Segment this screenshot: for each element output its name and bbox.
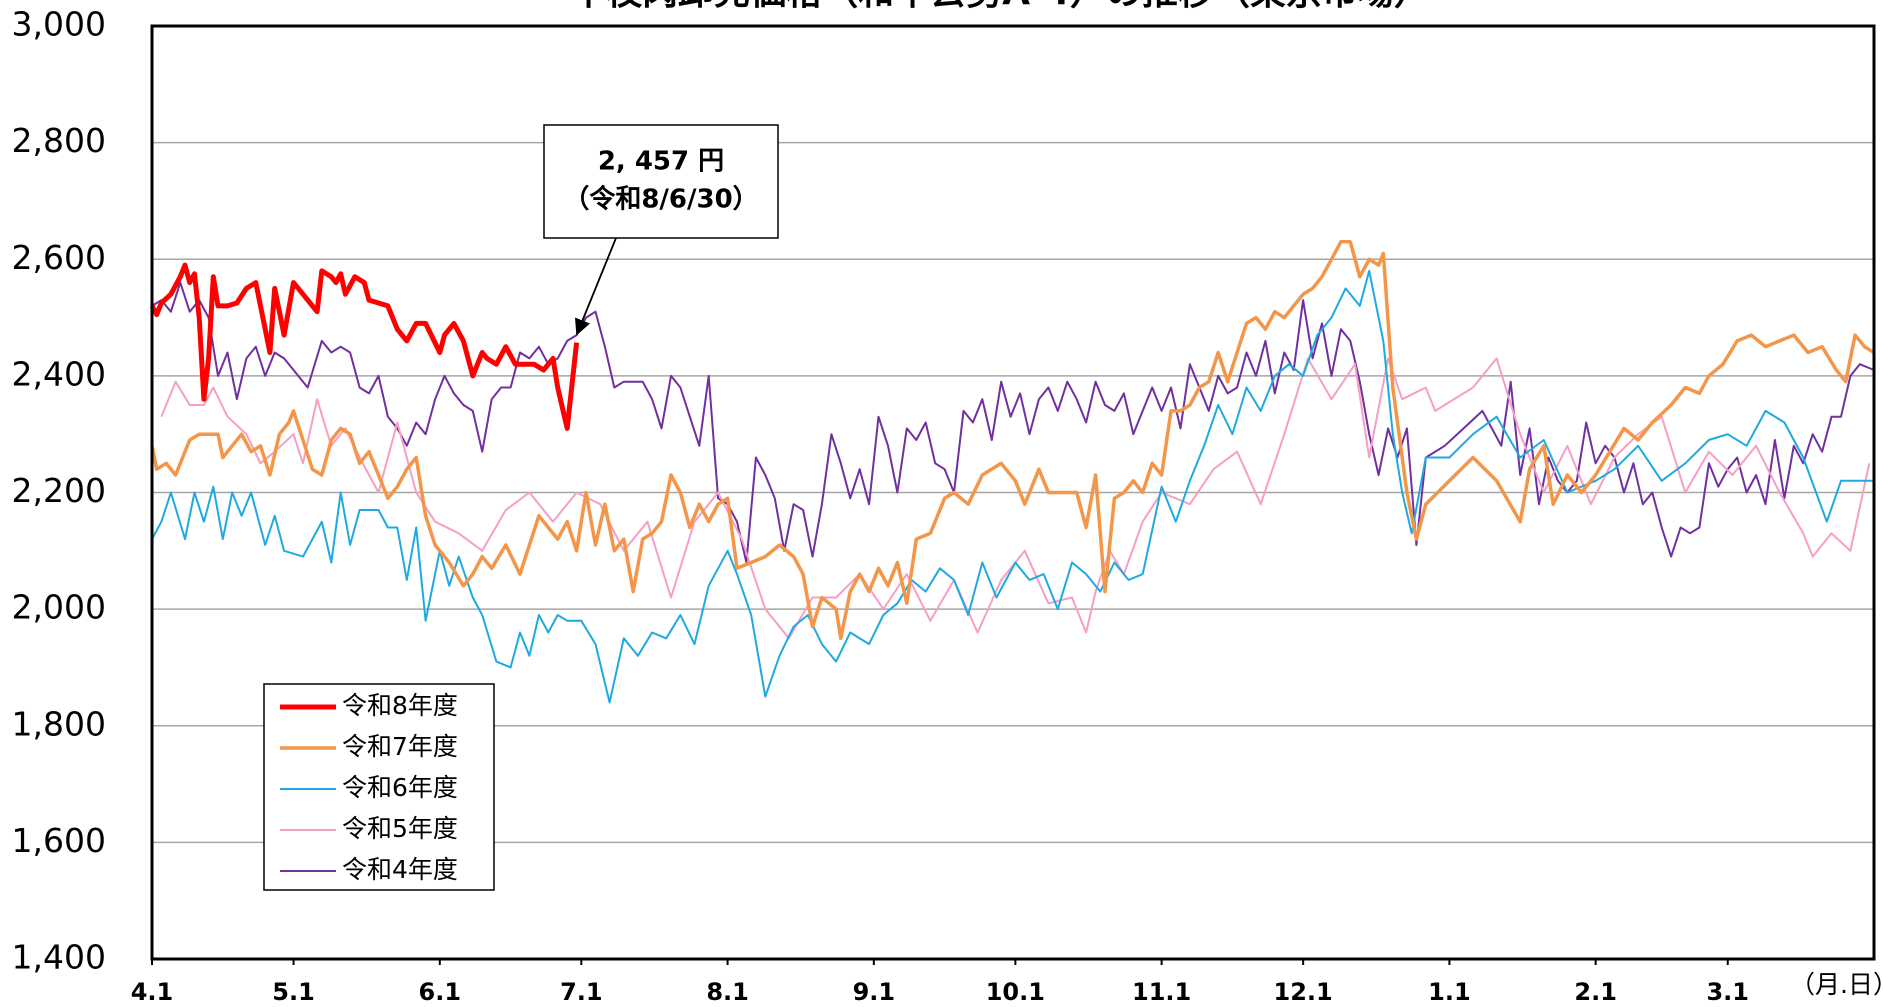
annotation-arrow <box>574 237 617 336</box>
series-line <box>151 269 1874 704</box>
x-tick-label: 11.1 <box>1132 978 1191 1006</box>
x-tick-label: 4.1 <box>131 978 174 1006</box>
x-tick-label: 1.1 <box>1428 978 1471 1006</box>
lines <box>149 240 1875 704</box>
x-tick-label: 3.1 <box>1706 978 1749 1006</box>
x-tick-label: 2.1 <box>1574 978 1617 1006</box>
x-tick-label: 10.1 <box>986 978 1045 1006</box>
y-tick-label: 2,000 <box>12 588 106 627</box>
series-line <box>160 357 1871 640</box>
legend-label: 令和7年度 <box>342 732 458 761</box>
axes: 1,400 1,600 1,800 2,000 2,200 2,400 2,600 2,800… <box>12 5 1749 1007</box>
annotation-text: 2, 457 円 <box>598 147 724 177</box>
y-tick-label: 2,800 <box>12 121 106 160</box>
y-tick-label: 3,000 <box>12 5 106 44</box>
y-tick-label: 2,400 <box>12 354 106 393</box>
y-tick-label: 1,400 <box>12 938 106 977</box>
y-tick-label: 2,600 <box>12 238 106 277</box>
plot-frame <box>150 24 1876 961</box>
series-line <box>149 262 580 431</box>
x-axis-label: （月.日） <box>1790 970 1883 999</box>
x-tick-label: 6.1 <box>419 978 462 1006</box>
y-tick-label: 1,800 <box>12 704 106 743</box>
x-tick-label: 12.1 <box>1274 978 1333 1006</box>
legend-box <box>263 683 495 891</box>
series-line <box>151 281 1875 564</box>
x-tick-label: 5.1 <box>272 978 315 1006</box>
legend-label: 令和8年度 <box>342 691 458 720</box>
annotation: 2, 457 円 （令和8/6/30） <box>543 124 779 336</box>
x-tick-label: 7.1 <box>560 978 603 1006</box>
x-tick-label: 9.1 <box>853 978 896 1006</box>
annotation-box <box>543 124 779 239</box>
series-line <box>150 240 1875 641</box>
legend-label: 令和5年度 <box>342 814 458 843</box>
legend-label: 令和4年度 <box>342 855 458 884</box>
x-tick-label: 8.1 <box>706 978 749 1006</box>
annotation-text: （令和8/6/30） <box>563 184 758 215</box>
y-tick-label: 1,600 <box>12 821 106 860</box>
chart-title: 牛枝肉卸売価格（和牛去勢A-4）の推移（東京市場） <box>570 0 1430 13</box>
y-tick-label: 2,200 <box>12 471 106 510</box>
legend-label: 令和6年度 <box>342 773 458 802</box>
